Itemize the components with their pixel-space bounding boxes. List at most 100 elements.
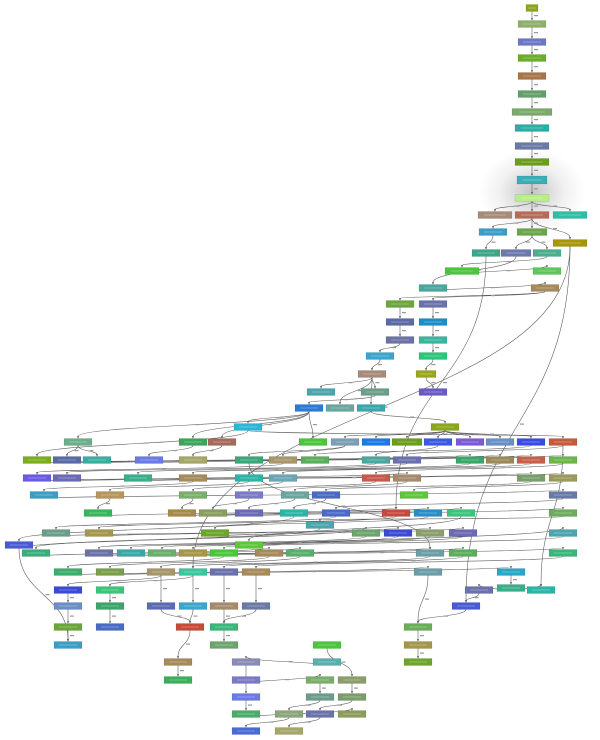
graph-edge-label: [358, 459, 362, 461]
graph-edge-label: [306, 721, 311, 723]
graph-edge-label: [491, 241, 496, 243]
graph-node: [207, 438, 237, 446]
graph-edge: [406, 445, 564, 455]
graph-node: [63, 438, 93, 446]
graph-edge-label: [144, 442, 149, 444]
graph-edge-arrow: [54, 527, 58, 530]
graph-edge: [399, 291, 546, 299]
graph-edge: [223, 556, 464, 567]
graph-edge-label: [408, 538, 412, 540]
graph-edge: [177, 630, 191, 657]
graph-edge-arrow: [412, 489, 416, 492]
graph-edge-arrow: [398, 298, 402, 301]
graph-edge-arrow: [318, 691, 322, 694]
graph-edge-arrow: [428, 547, 432, 550]
graph-edge: [223, 609, 257, 622]
graph-edge-label: [341, 532, 345, 534]
graph-node: [548, 491, 578, 499]
graph-edge: [531, 235, 548, 248]
graph-edge-label: [298, 542, 302, 544]
graph-edge-label: [269, 721, 274, 723]
graph-node: [392, 474, 422, 482]
graph-node: [471, 249, 501, 257]
graph-edge-label: [148, 561, 152, 563]
graph-edge-label: [299, 450, 303, 452]
graph-edge: [294, 481, 408, 490]
graph-edge-label: [553, 205, 557, 207]
graph-edge-label: [409, 468, 413, 470]
graph-node: [167, 509, 197, 517]
graph-node: [53, 623, 83, 631]
graph-edge-arrow: [191, 600, 195, 603]
graph-edge-arrow: [244, 656, 248, 659]
graph-edge-arrow: [222, 547, 226, 550]
graph-edge: [98, 536, 367, 548]
graph-node: [29, 491, 59, 499]
graph-node: [22, 474, 52, 482]
graph-node: [279, 509, 309, 517]
graph-edge-label: [70, 615, 74, 617]
graph-edge-arrow: [65, 454, 69, 457]
graph-edge-label: [112, 615, 116, 617]
graph-edge-arrow: [42, 489, 46, 492]
graph-node: [552, 239, 588, 247]
graph-edge-label: [459, 433, 464, 435]
graph-edge-label: [194, 538, 199, 540]
graph-node: [446, 509, 476, 517]
graph-node: [448, 529, 478, 537]
graph-edge-arrow: [529, 454, 533, 457]
graph-edge-label: [378, 364, 382, 366]
graph-node: [4, 541, 34, 549]
graph-node: [325, 404, 355, 412]
graph-edge: [379, 343, 401, 351]
graph-node: [500, 249, 532, 257]
graph-edge-arrow: [95, 454, 99, 457]
graph-node: [448, 549, 478, 557]
graph-edge: [437, 430, 446, 437]
graph-edge: [248, 516, 462, 540]
graph-edge: [248, 498, 296, 508]
graph-edge-arrow: [468, 454, 472, 457]
graph-edge-arrow: [254, 600, 258, 603]
graph-edge-arrow: [374, 436, 378, 439]
graph-edge-label: [487, 450, 491, 452]
graph-node: [285, 549, 315, 557]
graph-edge-arrow: [338, 402, 342, 405]
graph-edge-arrow: [298, 547, 302, 550]
graph-edge: [192, 547, 564, 557]
graph-node: [147, 549, 177, 557]
graph-edge-arrow: [373, 386, 377, 389]
graph-edge-arrow: [247, 454, 251, 457]
graph-node: [552, 211, 588, 219]
graph-node: [548, 474, 578, 482]
graph-edge-arrow: [509, 566, 513, 569]
graph-node: [418, 388, 448, 396]
graph-node: [234, 456, 264, 464]
graph-node: [209, 623, 239, 631]
graph-edge-arrow: [244, 691, 248, 694]
graph-edge-label: [316, 450, 320, 452]
graph-edge-arrow: [529, 472, 533, 475]
graph-node: [516, 438, 546, 446]
graph-edge-label: [395, 542, 400, 544]
graph-edge-arrow: [561, 472, 565, 475]
graph-edge: [319, 516, 564, 520]
graph-edge-label: [282, 552, 287, 554]
graph-edge-arrow: [247, 539, 251, 542]
graph-edge-arrow: [147, 454, 151, 457]
graph-edge-label: [173, 450, 177, 452]
graph-edge-arrow: [108, 600, 112, 603]
graph-edge: [109, 566, 512, 576]
graph-edge-label: [526, 241, 530, 243]
graph-node: [423, 438, 453, 446]
graph-edge-arrow: [394, 507, 398, 510]
graph-node: [365, 352, 395, 360]
graph-node: [231, 710, 261, 718]
graph-edge: [181, 498, 194, 508]
graph-edge-label: [490, 485, 495, 487]
graph-node: [330, 438, 360, 446]
graph-edge-arrow: [76, 436, 80, 439]
graph-edge-arrow: [129, 547, 133, 550]
graph-edge: [248, 481, 377, 490]
